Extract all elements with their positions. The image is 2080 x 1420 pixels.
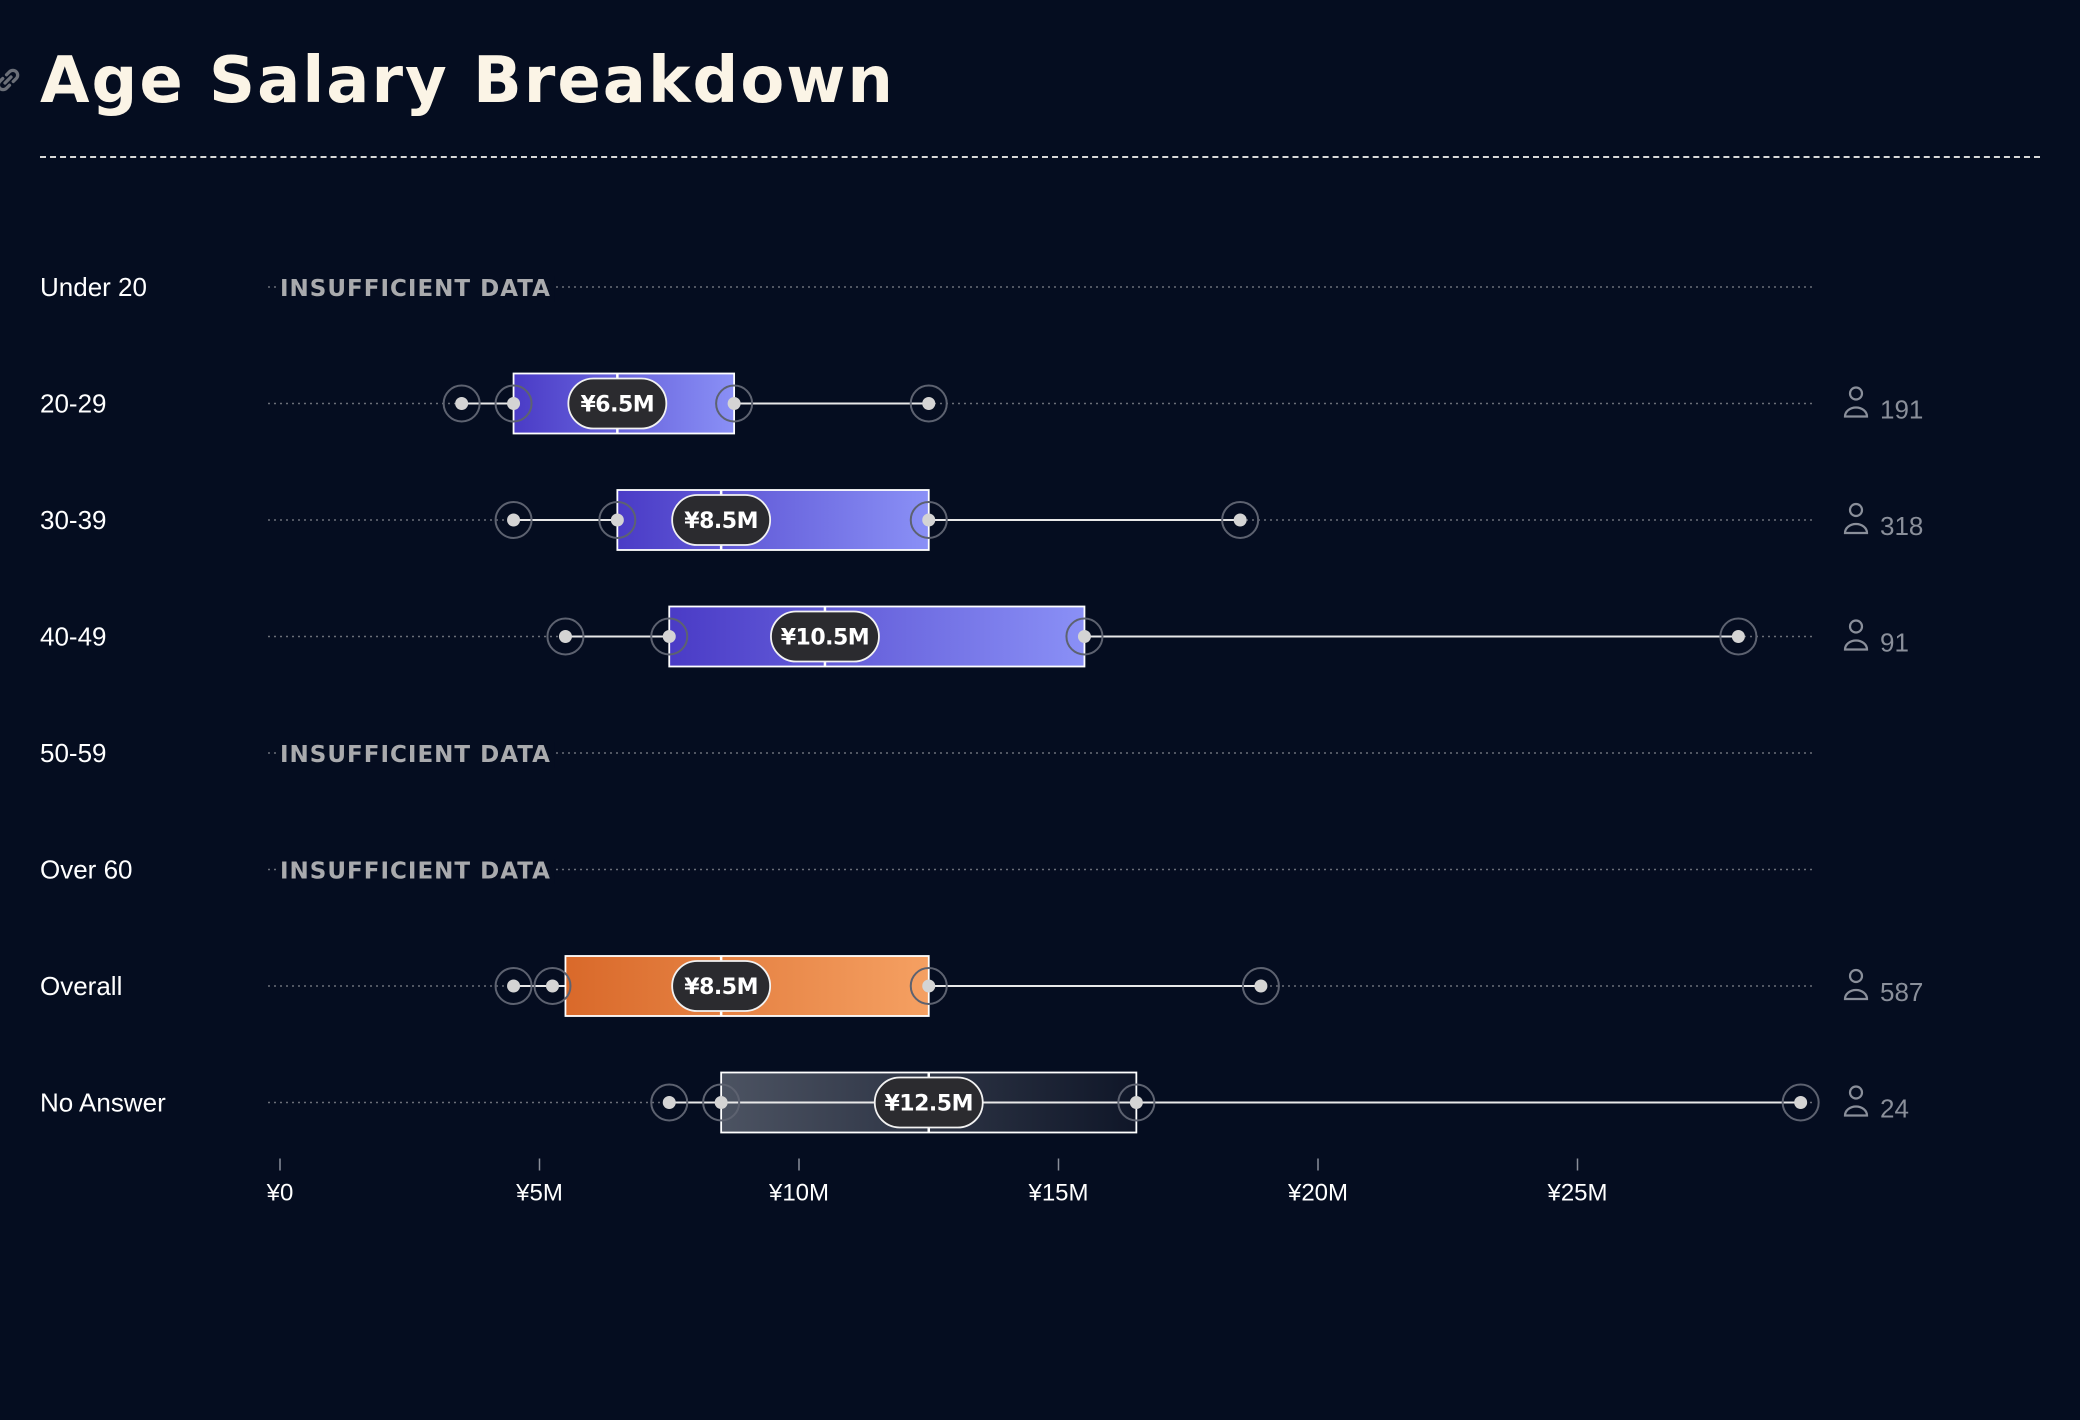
max-point-dot — [1254, 979, 1268, 993]
min-point-ring — [494, 967, 533, 1005]
respondent-count: 91 — [1880, 628, 1909, 658]
insufficient-data-label: INSUFFICIENT DATA — [280, 276, 551, 302]
q1-point-ring — [650, 617, 689, 656]
person-icon — [1843, 619, 1869, 651]
box-row-50-59[interactable]: 50-59 INSUFFICIENT DATA — [40, 738, 1812, 768]
row-label: Over 60 — [40, 855, 133, 885]
min-point-dot — [507, 979, 521, 993]
q3-point-ring — [1117, 1083, 1156, 1122]
max-point-ring — [1221, 501, 1260, 539]
q3-point-dot — [727, 397, 741, 410]
q1-point-dot — [662, 630, 676, 643]
x-tick-label: ¥15M — [1027, 1180, 1088, 1207]
min-point-dot — [662, 1096, 676, 1109]
page-title: Age Salary Breakdown — [40, 44, 895, 118]
max-point-dot — [922, 397, 936, 410]
insufficient-data-label: INSUFFICIENT DATA — [280, 859, 551, 885]
median-pill — [567, 377, 668, 430]
q3-point-dot — [1129, 1096, 1143, 1109]
insufficient-label-bg — [276, 276, 555, 302]
median-pill — [873, 1076, 984, 1129]
median-pill — [671, 960, 772, 1012]
min-point-ring — [494, 501, 533, 539]
q1-point-dot — [610, 513, 624, 527]
median-value-label: ¥8.5M — [684, 509, 758, 534]
row-label: 30-39 — [40, 505, 107, 535]
box-row-over-60[interactable]: Over 60 INSUFFICIENT DATA — [40, 855, 1812, 885]
min-point-dot — [558, 630, 572, 643]
box-row-under-20[interactable]: Under 20 INSUFFICIENT DATA — [40, 272, 1812, 302]
x-tick-label: ¥25M — [1546, 1180, 1607, 1207]
insufficient-label-bg — [276, 742, 555, 768]
row-label: Under 20 — [40, 272, 147, 302]
row-label: Overall — [40, 971, 122, 1001]
respondent-count: 318 — [1880, 511, 1923, 541]
box-row-no-answer[interactable]: No Answer ¥12.5M 24 — [40, 1071, 1909, 1134]
iqr-box — [616, 489, 930, 551]
respondent-count: 191 — [1880, 395, 1923, 425]
q1-point-ring — [533, 967, 572, 1005]
min-point-ring — [650, 1083, 689, 1122]
max-point-dot — [1233, 513, 1247, 527]
median-value-label: ¥8.5M — [684, 975, 758, 1000]
x-tick-label: ¥10M — [768, 1180, 829, 1207]
q3-point-ring — [1065, 617, 1104, 656]
box-row-20-29[interactable]: 20-29 ¥6.5M 191 — [40, 372, 1923, 435]
q3-point-ring — [715, 384, 754, 423]
x-tick-label: ¥5M — [515, 1180, 563, 1207]
median-pill — [770, 610, 880, 663]
max-point-ring — [1719, 617, 1758, 656]
median-value-label: ¥10.5M — [781, 626, 869, 651]
person-icon — [1843, 1085, 1869, 1117]
q1-point-ring — [598, 501, 637, 539]
q3-point-dot — [1077, 630, 1091, 643]
x-tick-label: ¥0 — [266, 1180, 294, 1207]
max-point-ring — [1781, 1083, 1820, 1122]
max-point-ring — [909, 384, 948, 423]
box-row-overall[interactable]: Overall ¥8.5M 587 — [40, 955, 1923, 1017]
q3-point-ring — [909, 967, 948, 1005]
q3-point-dot — [922, 513, 936, 527]
person-icon — [1843, 502, 1869, 535]
insufficient-label-bg — [276, 858, 555, 885]
median-pill — [671, 494, 772, 546]
min-point-ring — [546, 617, 585, 656]
respondent-count: 587 — [1880, 977, 1923, 1007]
respondent-count: 24 — [1880, 1094, 1909, 1124]
person-icon — [1843, 968, 1869, 1001]
link-icon[interactable] — [0, 62, 26, 98]
q1-point-dot — [714, 1096, 728, 1109]
max-point-dot — [1731, 630, 1745, 643]
box-row-30-39[interactable]: 30-39 ¥8.5M 318 — [40, 489, 1923, 551]
row-label: No Answer — [40, 1088, 166, 1118]
median-value-label: ¥6.5M — [581, 393, 655, 418]
person-icon — [1843, 386, 1869, 418]
q1-point-ring — [494, 384, 533, 423]
row-label: 20-29 — [40, 389, 107, 419]
min-point-dot — [507, 513, 521, 527]
q1-point-ring — [702, 1083, 741, 1122]
q1-point-dot — [507, 397, 521, 410]
insufficient-data-label: INSUFFICIENT DATA — [280, 742, 551, 768]
row-label: 50-59 — [40, 738, 107, 768]
x-axis: ¥0 ¥5M ¥10M ¥15M ¥20M ¥25M — [266, 1158, 1608, 1207]
x-tick-label: ¥20M — [1287, 1180, 1348, 1207]
q1-point-dot — [545, 979, 559, 993]
row-label: 40-49 — [40, 622, 107, 652]
min-point-ring — [442, 384, 481, 423]
q3-point-ring — [909, 501, 948, 539]
max-point-dot — [1794, 1096, 1808, 1109]
box-row-40-49[interactable]: 40-49 ¥10.5M 91 — [40, 605, 1909, 668]
max-point-ring — [1241, 967, 1280, 1005]
title-divider — [40, 156, 2040, 158]
min-point-dot — [455, 397, 469, 410]
q3-point-dot — [922, 979, 936, 993]
median-value-label: ¥12.5M — [885, 1092, 973, 1117]
